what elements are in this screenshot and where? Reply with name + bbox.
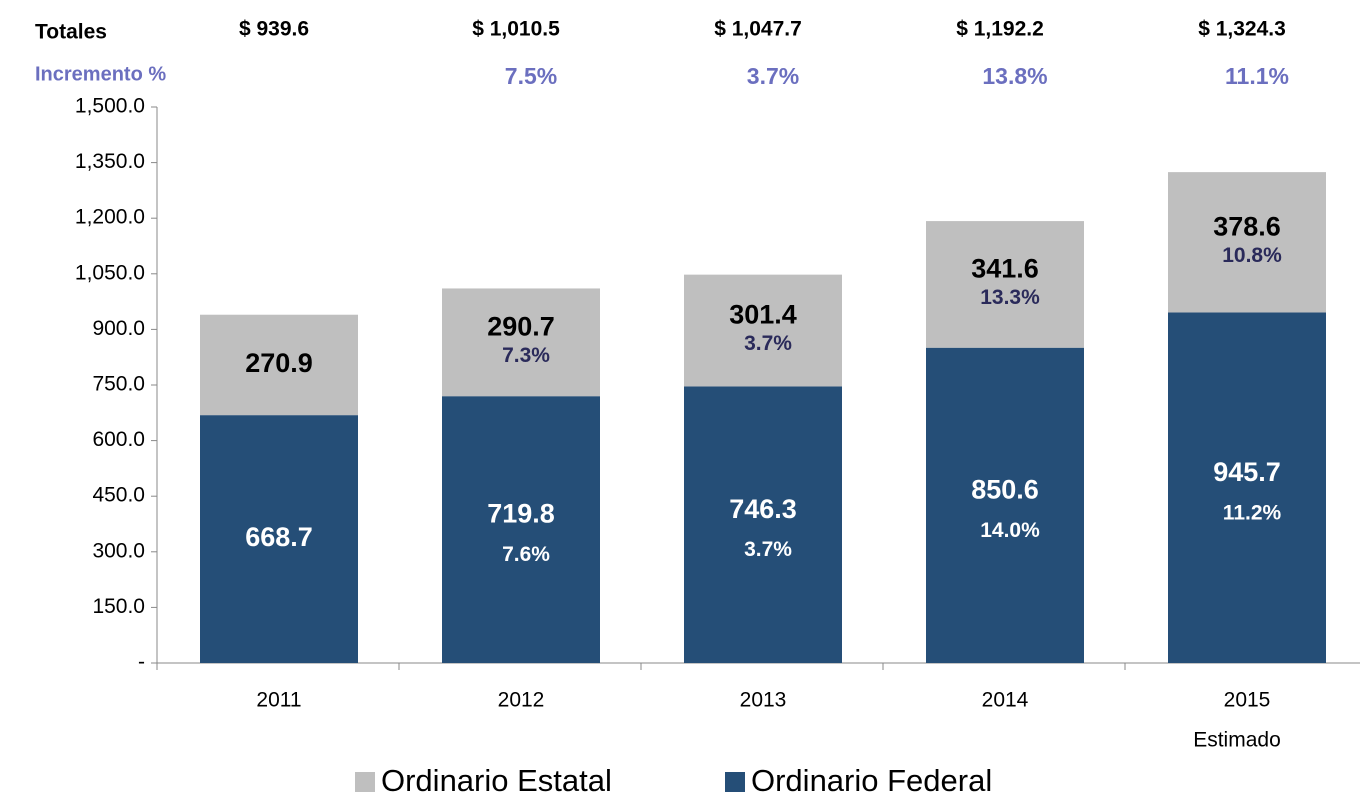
increment-label: 7.5% <box>505 63 557 89</box>
bar-segment <box>926 221 1084 348</box>
x-tick-label: 2014 <box>982 689 1029 712</box>
y-tick-label: 900.0 <box>92 317 145 340</box>
y-tick-label: - <box>138 651 145 674</box>
total-label: $ 1,324.3 <box>1198 18 1286 41</box>
x-tick-note: Estimado <box>1193 729 1281 752</box>
growth-label: 10.8% <box>1222 244 1282 267</box>
y-tick-label: 1,350.0 <box>75 150 145 173</box>
x-tick-label: 2012 <box>498 689 545 712</box>
x-tick-label: 2013 <box>740 689 787 712</box>
growth-label: 14.0% <box>980 519 1040 542</box>
bar-value-label: 719.8 <box>487 499 555 529</box>
total-label: $ 1,010.5 <box>472 18 560 41</box>
increment-label: 11.1% <box>1225 63 1289 89</box>
y-tick-label: 1,500.0 <box>75 95 145 118</box>
bar-value-label: 270.9 <box>245 348 313 378</box>
bar-segment <box>1168 312 1326 663</box>
y-tick-label: 300.0 <box>92 539 145 562</box>
y-tick-label: 150.0 <box>92 595 145 618</box>
x-tick-label: 2011 <box>256 689 301 712</box>
y-tick-label: 750.0 <box>92 373 145 396</box>
growth-label: 3.7% <box>744 332 792 355</box>
increment-title: Incremento % <box>35 63 166 85</box>
legend-swatch <box>725 772 745 792</box>
legend-label: Ordinario Estatal <box>381 763 612 798</box>
bar-segment <box>926 347 1084 663</box>
legend-label: Ordinario Federal <box>751 763 992 798</box>
bar-value-label: 341.6 <box>971 254 1039 284</box>
total-label: $ 1,192.2 <box>956 18 1044 41</box>
bar-value-label: 668.7 <box>245 522 313 552</box>
total-label: $ 939.6 <box>239 18 309 41</box>
bar-segment <box>1168 172 1326 313</box>
bar-segment <box>200 415 358 663</box>
bar-value-label: 301.4 <box>729 300 797 330</box>
growth-label: 13.3% <box>980 286 1040 309</box>
growth-label: 3.7% <box>744 538 792 561</box>
bar-segment <box>442 288 600 397</box>
y-tick-label: 1,200.0 <box>75 206 145 229</box>
y-tick-label: 1,050.0 <box>75 261 145 284</box>
growth-label: 7.3% <box>502 344 550 367</box>
bar-segment <box>442 396 600 663</box>
bar-segment <box>684 274 842 387</box>
growth-label: 7.6% <box>502 543 550 566</box>
increment-label: 13.8% <box>982 63 1047 89</box>
y-tick-label: 450.0 <box>92 484 145 507</box>
growth-label: 11.2% <box>1223 501 1282 524</box>
totals-title: Totales <box>35 21 107 44</box>
bar-value-label: 746.3 <box>729 494 797 524</box>
total-label: $ 1,047.7 <box>714 18 802 41</box>
bar-segment <box>684 386 842 663</box>
bar-value-label: 378.6 <box>1213 211 1281 241</box>
bar-value-label: 850.6 <box>971 474 1039 504</box>
x-tick-label: 2015 <box>1224 689 1271 712</box>
legend-swatch <box>355 772 375 792</box>
y-tick-label: 600.0 <box>92 428 145 451</box>
increment-label: 3.7% <box>747 63 799 89</box>
bar-value-label: 290.7 <box>487 311 555 341</box>
bar-value-label: 945.7 <box>1213 457 1281 487</box>
bar-segment <box>200 314 358 416</box>
